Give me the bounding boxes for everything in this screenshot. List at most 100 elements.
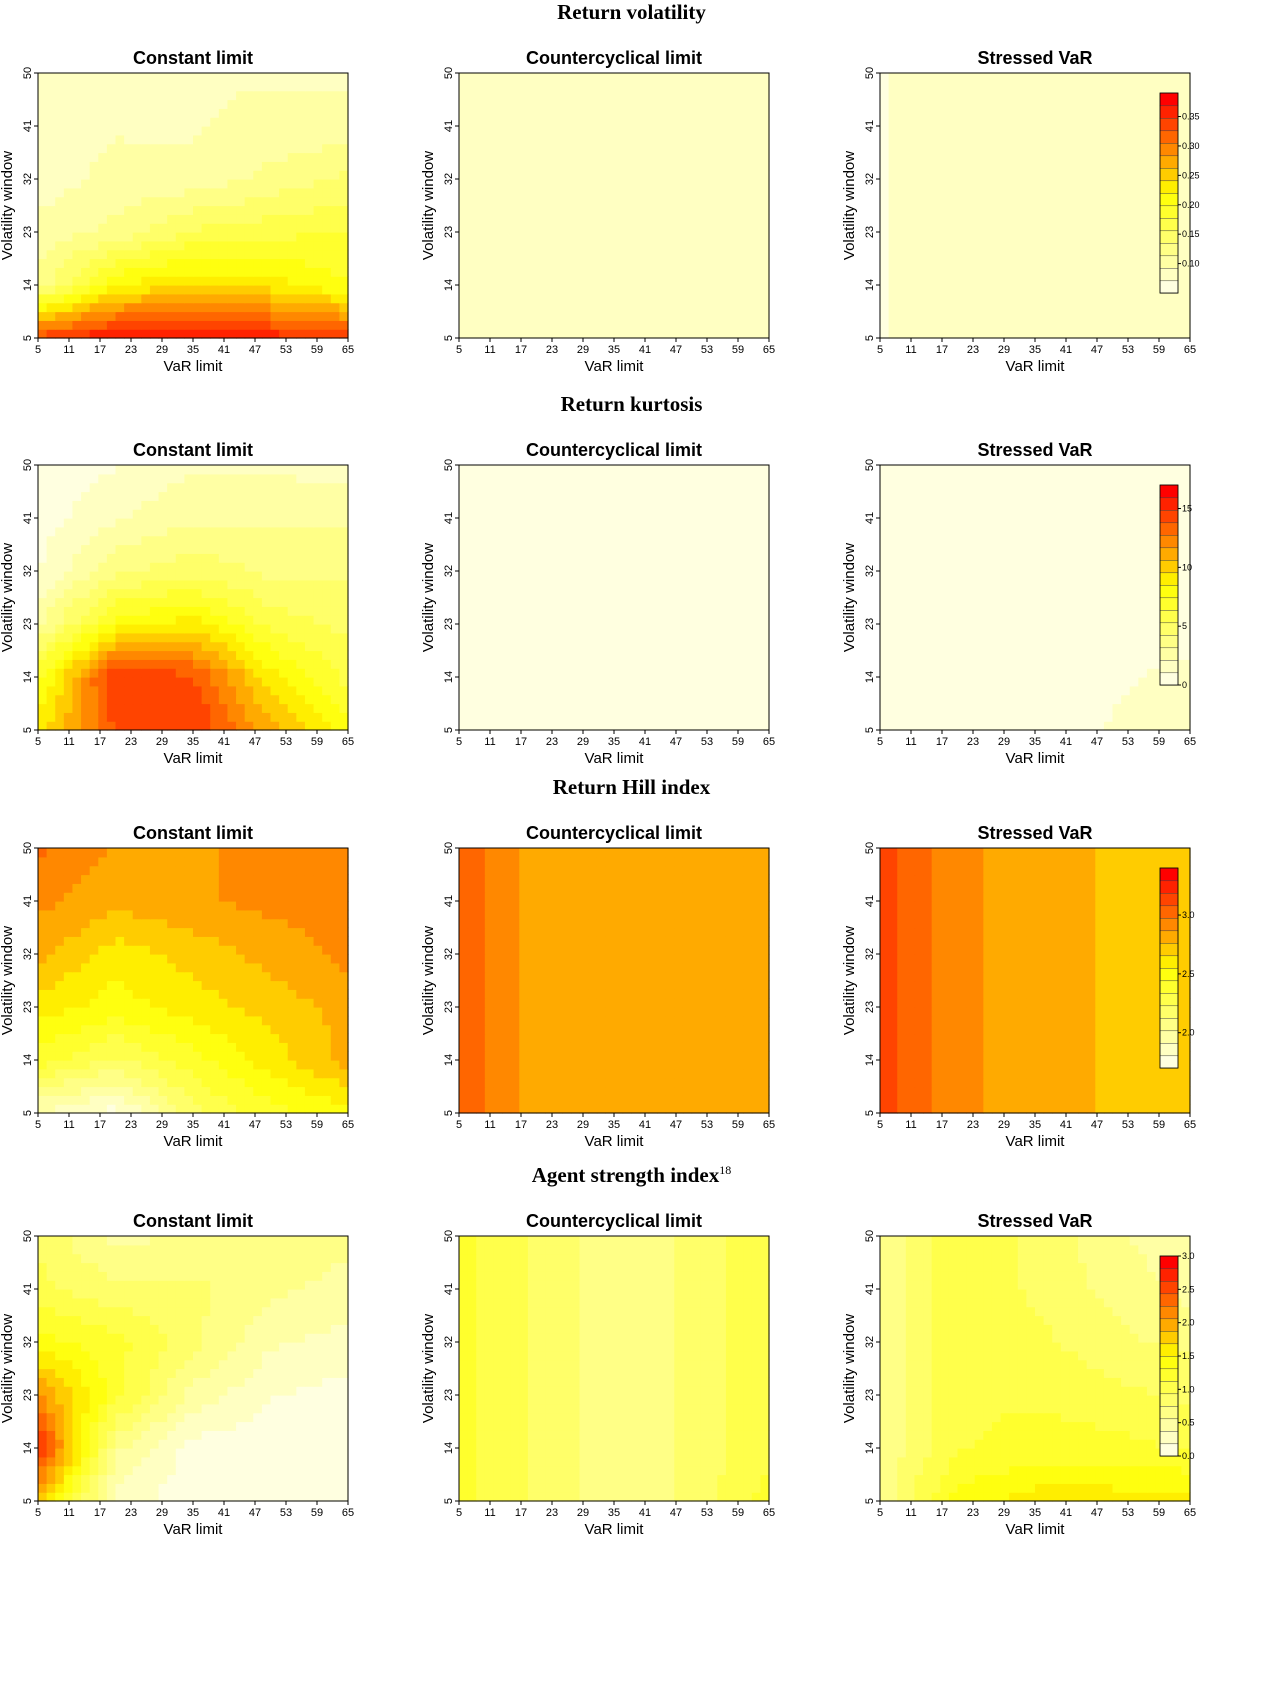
heatmap-cell [38, 535, 48, 546]
heatmap-cell [957, 143, 967, 154]
heatmap-cell [682, 249, 693, 260]
heatmap-cell [270, 465, 280, 475]
heatmap-cell [562, 606, 572, 616]
heatmap-cell [476, 126, 486, 136]
heatmap-cell [545, 721, 555, 731]
heatmap-cell [700, 641, 710, 652]
heatmap-cell [124, 597, 134, 607]
heatmap-cell [691, 311, 701, 321]
heatmap-cell [106, 196, 117, 207]
heatmap-cell [158, 152, 168, 162]
heatmap-cell [519, 240, 529, 251]
heatmap-cell [459, 632, 469, 643]
heatmap-cell [1103, 240, 1114, 251]
heatmap-cell [184, 535, 194, 546]
x-tick-label: 53 [1122, 344, 1134, 356]
heatmap-cell [1035, 143, 1045, 154]
heatmap-cell [631, 721, 641, 731]
heatmap-cell [657, 143, 667, 154]
heatmap-cell [149, 187, 160, 198]
heatmap-cell [193, 659, 203, 669]
heatmap-cell [657, 694, 667, 705]
heatmap-cell [476, 214, 486, 224]
heatmap-cell [691, 240, 701, 251]
heatmap-cell [605, 703, 615, 713]
heatmap-cell [588, 73, 598, 83]
heatmap-cell [588, 677, 598, 687]
heatmap-cells [880, 73, 1191, 339]
x-tick-label: 41 [639, 344, 651, 356]
heatmap-cell [588, 615, 598, 625]
heatmap-cell [330, 276, 340, 286]
heatmap-cell [115, 232, 125, 242]
heatmap-cell [1017, 267, 1027, 277]
heatmap-cell [743, 73, 753, 83]
heatmap-cell [717, 249, 727, 260]
heatmap-cell [888, 311, 898, 321]
heatmap-cell [639, 329, 650, 339]
heatmap-cell [579, 694, 589, 705]
heatmap-cell [674, 311, 684, 321]
heatmap-cell [760, 650, 770, 660]
heatmap-cell [562, 143, 572, 154]
heatmap-cell [201, 659, 211, 669]
heatmap-cell [914, 161, 924, 171]
heatmap-cell [1069, 187, 1079, 198]
heatmap-cell [270, 249, 280, 260]
heatmap-cell [923, 329, 933, 339]
heatmap-cell [1017, 258, 1027, 268]
heatmap-cell [691, 677, 701, 687]
heatmap-cell [1060, 205, 1071, 215]
heatmap-cell [751, 624, 761, 634]
heatmap-cell [691, 632, 701, 643]
heatmap-cell [158, 143, 168, 154]
heatmap-cell [665, 81, 675, 92]
x-tick-label: 23 [125, 344, 137, 356]
heatmap-cell [158, 615, 168, 625]
heatmap-cell [476, 152, 486, 162]
heatmap-cell [940, 240, 950, 251]
heatmap-cell [253, 562, 263, 572]
heatmap-cell [665, 143, 675, 154]
y-tick-label: 14 [22, 671, 34, 683]
heatmap-cell [614, 694, 624, 705]
heatmap-cell [313, 276, 323, 286]
heatmap-cell [81, 535, 91, 546]
heatmap-cell [983, 161, 993, 171]
heatmap-cell [322, 632, 332, 643]
heatmap-cell [725, 205, 736, 215]
heatmap-cell [98, 535, 108, 546]
heatmap-cell [1026, 179, 1036, 189]
heatmap-cell [966, 214, 976, 224]
heatmap-cell [1155, 81, 1165, 92]
heatmap-cell [639, 187, 650, 198]
heatmap-cell [622, 659, 632, 669]
heatmap-cell [1146, 126, 1157, 136]
heatmap-cell [38, 214, 48, 224]
heatmap-cell [1069, 134, 1079, 145]
heatmap-cell [897, 161, 907, 171]
heatmap-cell [253, 482, 263, 493]
heatmap-cell [279, 712, 289, 722]
heatmap-cell [115, 606, 125, 616]
heatmap-cell [63, 535, 74, 546]
heatmap-cell [527, 712, 538, 722]
heatmap-cell [1086, 223, 1096, 233]
heatmap-cell [330, 320, 340, 330]
heatmap-cell [751, 134, 761, 145]
heatmap-cell [227, 465, 237, 475]
x-tick-label: 47 [249, 736, 261, 748]
heatmap-cell [631, 276, 641, 286]
heatmap-cell [493, 293, 503, 304]
heatmap-cell [261, 518, 272, 528]
heatmap-cell [888, 143, 898, 154]
heatmap-cell [72, 108, 82, 118]
heatmap-cell [974, 329, 984, 339]
heatmap-cell [1112, 267, 1122, 277]
heatmap-cell [948, 302, 959, 313]
heatmap-cell [614, 302, 624, 313]
heatmap-cell [55, 518, 65, 528]
heatmap-cell [253, 196, 263, 207]
heatmap-cell [639, 90, 650, 101]
heatmap-cell [313, 99, 323, 109]
